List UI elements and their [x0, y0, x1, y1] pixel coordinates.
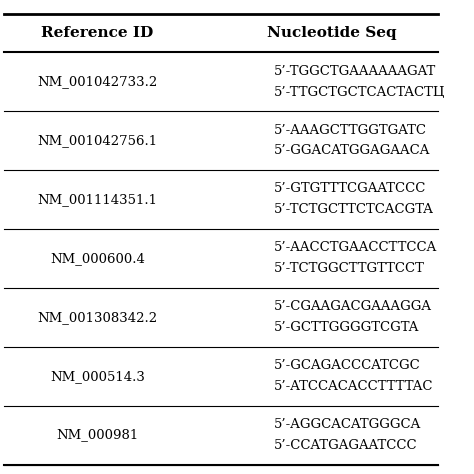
Text: 5’-GTGTTTCGAATCCC: 5’-GTGTTTCGAATCCC: [274, 182, 427, 195]
Text: 5’-TGGCTGAAAAAAGAT: 5’-TGGCTGAAAAAAGAT: [274, 64, 437, 78]
Text: 5’-CCATGAGAATCCC: 5’-CCATGAGAATCCC: [274, 439, 418, 452]
Text: 5’-GCTTGGGGTCGTA: 5’-GCTTGGGGTCGTA: [274, 321, 419, 334]
Text: NM_001042733.2: NM_001042733.2: [37, 75, 157, 88]
Text: 5’-AAAGCTTGGTGATC: 5’-AAAGCTTGGTGATC: [274, 124, 427, 137]
Text: 5’-AACCTGAACCTTCCA: 5’-AACCTGAACCTTCCA: [274, 241, 438, 255]
Text: NM_000600.4: NM_000600.4: [50, 252, 145, 265]
Text: 5’-ATCCACACCTTTTAC: 5’-ATCCACACCTTTTAC: [274, 380, 434, 393]
Text: NM_000981: NM_000981: [56, 428, 138, 442]
Text: Reference ID: Reference ID: [41, 26, 154, 40]
Text: 5’-TTGCTGCTCACTACTЦ: 5’-TTGCTGCTCACTACTЦ: [274, 85, 446, 99]
Text: NM_000514.3: NM_000514.3: [50, 370, 145, 383]
Text: 5’-AGGCACATGGGCA: 5’-AGGCACATGGGCA: [274, 418, 421, 431]
Text: 5’-CGAAGACGAAAGGA: 5’-CGAAGACGAAAGGA: [274, 301, 432, 313]
Text: 5’-GGACATGGAGAACA: 5’-GGACATGGAGAACA: [274, 145, 430, 157]
Text: Nucleotide Seq: Nucleotide Seq: [267, 26, 396, 40]
Text: NM_001042756.1: NM_001042756.1: [37, 134, 157, 147]
Text: 5’-TCTGGCTTGTTCCT: 5’-TCTGGCTTGTTCCT: [274, 262, 425, 275]
Text: NM_001114351.1: NM_001114351.1: [37, 193, 157, 206]
Text: NM_001308342.2: NM_001308342.2: [37, 311, 157, 324]
Text: 5’-GCAGACCCATCGC: 5’-GCAGACCCATCGC: [274, 359, 421, 372]
Text: 5’-TCTGCTTCTCACGTA: 5’-TCTGCTTCTCACGTA: [274, 203, 434, 216]
